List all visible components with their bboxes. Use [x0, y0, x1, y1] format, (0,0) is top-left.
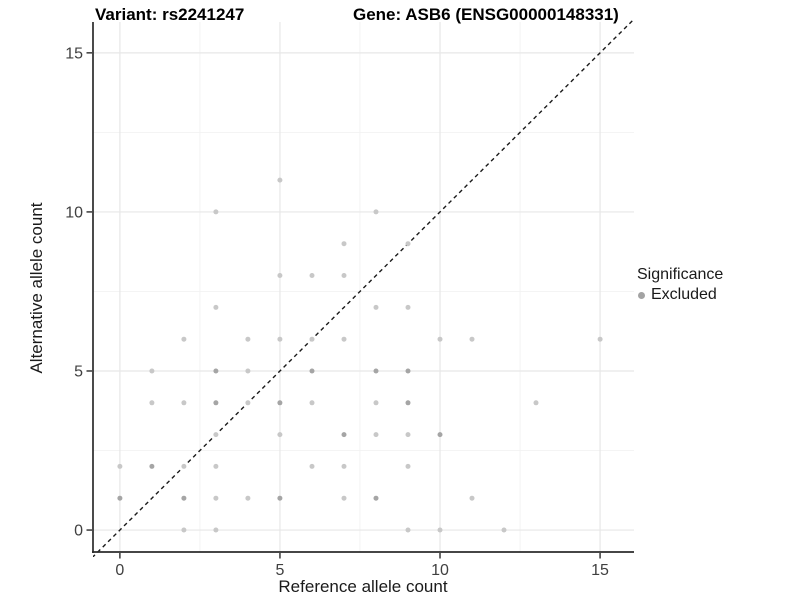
data-point: [181, 400, 187, 406]
excluded-point-icon: [638, 291, 645, 299]
data-point: [437, 336, 443, 342]
data-point: [245, 495, 251, 501]
data-point: [341, 336, 347, 342]
data-point: [245, 400, 251, 406]
data-point: [149, 368, 155, 374]
y-tick-label: 10: [65, 204, 83, 221]
x-tick-label: 0: [115, 562, 124, 579]
data-point: [501, 527, 507, 533]
data-point: [277, 400, 283, 406]
data-point: [181, 463, 187, 469]
data-point: [309, 273, 315, 278]
data-point: [405, 463, 411, 469]
data-point: [181, 495, 187, 501]
data-point: [469, 336, 475, 342]
data-point: [277, 273, 283, 278]
data-point: [213, 432, 219, 438]
data-point: [245, 368, 251, 374]
data-point: [405, 241, 411, 247]
data-point: [373, 432, 379, 438]
data-point: [597, 336, 603, 342]
data-point: [213, 495, 219, 501]
data-point: [341, 241, 347, 247]
x-tick-label: 10: [431, 562, 449, 579]
data-point: [405, 400, 411, 406]
data-point: [277, 177, 283, 183]
data-point: [533, 400, 539, 406]
data-point: [309, 400, 315, 406]
data-point: [405, 432, 411, 438]
data-point: [245, 336, 251, 342]
data-point: [405, 527, 411, 533]
data-point: [181, 527, 187, 533]
data-point: [309, 368, 315, 374]
data-point: [341, 495, 347, 501]
data-point: [117, 495, 123, 501]
data-point: [341, 432, 347, 438]
data-point: [437, 527, 443, 533]
data-point: [213, 209, 219, 215]
x-tick-label: 15: [591, 562, 609, 579]
data-point: [373, 368, 379, 374]
x-axis-title: Reference allele count: [278, 577, 448, 596]
data-point: [213, 527, 219, 533]
data-point: [405, 304, 411, 310]
data-point: [373, 209, 379, 215]
data-point: [341, 463, 347, 469]
data-point: [469, 495, 475, 501]
identity-line: [93, 20, 634, 557]
data-point: [309, 463, 315, 469]
legend-title: Significance: [637, 266, 724, 283]
legend-item-label: Excluded: [651, 286, 717, 303]
data-point: [213, 368, 219, 374]
data-point: [149, 400, 155, 406]
data-point: [437, 432, 443, 438]
data-point: [373, 400, 379, 406]
data-point: [117, 463, 123, 469]
data-point: [405, 368, 411, 374]
data-point: [213, 304, 219, 310]
plot-title-variant: Variant: rs2241247: [95, 5, 245, 24]
data-point: [277, 432, 283, 438]
data-point: [277, 336, 283, 342]
y-tick-label: 15: [65, 45, 83, 62]
y-axis-title: Alternative allele count: [27, 202, 46, 374]
x-tick-label: 5: [275, 562, 284, 579]
data-point: [213, 400, 219, 406]
data-point: [373, 304, 379, 310]
legend: Significance Excluded: [637, 266, 723, 304]
legend-item-excluded: Excluded: [637, 286, 723, 304]
data-point: [149, 463, 155, 469]
y-tick-label: 0: [74, 523, 83, 540]
plot-title-gene: Gene: ASB6 (ENSG00000148331): [353, 5, 619, 24]
data-point: [309, 336, 315, 342]
y-tick-label: 5: [74, 363, 83, 380]
data-point: [277, 495, 283, 501]
data-point: [213, 463, 219, 469]
data-point: [341, 273, 347, 278]
data-point: [181, 336, 187, 342]
data-point: [373, 495, 379, 501]
